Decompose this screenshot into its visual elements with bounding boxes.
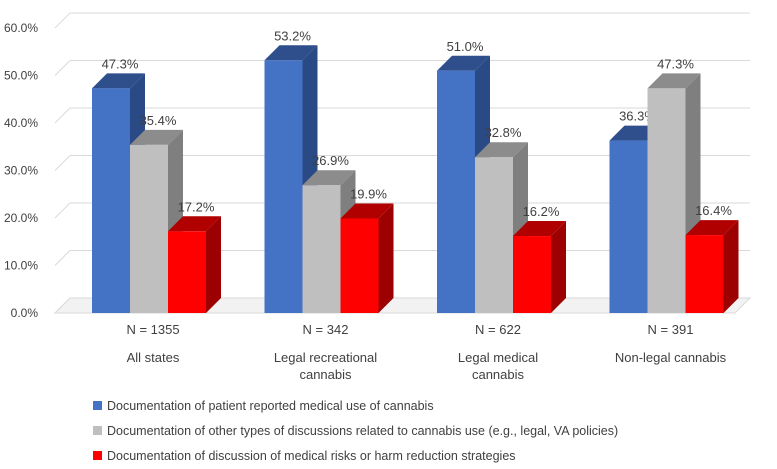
bar-front — [609, 140, 648, 313]
data-label: 32.8% — [485, 125, 522, 140]
gridline-diagonal — [54, 60, 71, 76]
y-tick-label: 40.0% — [4, 116, 38, 130]
gridline-diagonal — [54, 202, 71, 219]
data-label: 51.0% — [447, 39, 484, 54]
data-label: 16.2% — [523, 204, 560, 219]
y-tick-label: 10.0% — [4, 259, 38, 273]
data-label: 47.3% — [657, 56, 694, 71]
bar-side — [551, 221, 566, 313]
category-n-label: N = 391 — [648, 322, 694, 337]
bar-front — [685, 235, 724, 313]
gridline-diagonal — [54, 12, 71, 29]
bar-front — [130, 144, 168, 313]
bar-top — [513, 221, 566, 237]
bar — [340, 203, 394, 313]
category-n-label: N = 1355 — [126, 322, 179, 337]
data-label: 19.9% — [350, 186, 387, 201]
category-n-label: N = 342 — [303, 322, 349, 337]
category-label: All states — [127, 350, 180, 365]
bar-front — [340, 218, 379, 313]
gridline-diagonal — [54, 250, 71, 266]
bar-top — [92, 73, 145, 89]
bar — [685, 220, 739, 313]
gridline-diagonal — [54, 107, 71, 124]
bar — [513, 221, 566, 313]
legend-label: Documentation of other types of discussi… — [107, 424, 618, 438]
bar — [168, 216, 221, 313]
y-tick-label: 30.0% — [4, 164, 38, 178]
data-label: 36.3% — [619, 109, 656, 124]
data-label: 26.9% — [312, 153, 349, 168]
category-label: cannabis — [299, 367, 352, 382]
bar-front — [92, 88, 130, 313]
data-label: 16.4% — [695, 203, 732, 218]
bar-top — [130, 129, 183, 145]
bar-top — [302, 170, 356, 186]
y-tick-label: 60.0% — [4, 21, 38, 35]
data-label: 47.3% — [102, 56, 139, 71]
legend-label: Documentation of discussion of medical r… — [107, 449, 516, 463]
bar-side — [378, 203, 394, 313]
bar-top — [475, 142, 528, 158]
data-label: 35.4% — [140, 113, 177, 128]
bar-side — [206, 216, 221, 313]
category-label: cannabis — [472, 367, 525, 382]
legend-swatch — [93, 451, 102, 460]
bar-top — [647, 73, 701, 89]
category-n-label: N = 622 — [475, 322, 521, 337]
bar-front — [475, 157, 513, 313]
y-tick-label: 0.0% — [11, 306, 39, 320]
bar-top — [340, 203, 394, 219]
category-label: Legal medical — [458, 350, 538, 365]
bar-front — [647, 88, 686, 313]
y-tick-label: 20.0% — [4, 211, 38, 225]
bar-front — [302, 185, 341, 313]
bar-side — [723, 220, 739, 313]
category-label: Legal recreational — [274, 350, 377, 365]
bar-top — [264, 45, 318, 61]
bar-front — [437, 70, 475, 313]
bar-top — [437, 55, 490, 71]
bar-front — [513, 236, 551, 313]
bar-front — [264, 60, 303, 313]
bar-top — [168, 216, 221, 232]
legend-swatch — [93, 401, 102, 410]
gridline-diagonal — [54, 297, 71, 314]
data-label: 53.2% — [274, 28, 311, 43]
bar-front — [168, 231, 206, 313]
legend-label: Documentation of patient reported medica… — [107, 399, 434, 413]
gridline-diagonal — [54, 155, 71, 171]
legend-swatch — [93, 426, 102, 435]
y-tick-label: 50.0% — [4, 69, 38, 83]
category-label: Non-legal cannabis — [615, 350, 727, 365]
bar-top — [685, 220, 739, 236]
data-label: 17.2% — [178, 199, 215, 214]
